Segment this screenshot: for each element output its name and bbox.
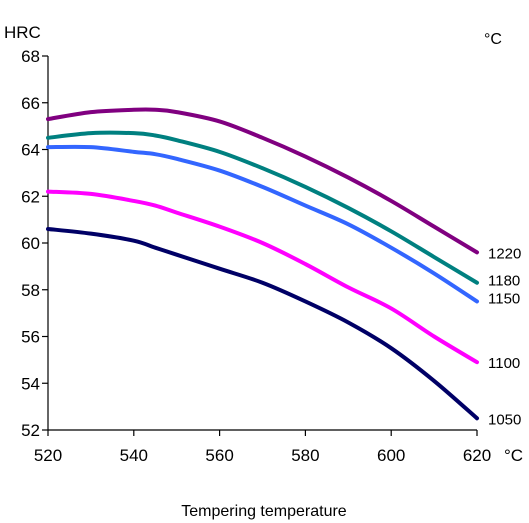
y-tick-label: 56 — [21, 328, 40, 347]
series-line-1150 — [46, 144, 479, 304]
series-label-1050: 1050 — [488, 411, 521, 428]
x-tick-label: 580 — [291, 446, 319, 465]
y-tick-label: 60 — [21, 234, 40, 253]
x-tick-label: 620 — [463, 446, 491, 465]
y-tick-label: 68 — [21, 47, 40, 66]
x-tick-label: 600 — [377, 446, 405, 465]
x-axis-title: Tempering temperature — [181, 503, 347, 520]
series-unit-label: °C — [484, 31, 502, 48]
axis-ticks: 52 54 56 58 60 62 64 66 68 520 540 560 580 600 620 — [21, 47, 491, 465]
y-axis-title: HRC — [4, 23, 41, 42]
series-line-1220 — [46, 107, 479, 255]
y-tick-label: 52 — [21, 421, 40, 440]
series-label-1100: 1100 — [488, 355, 520, 372]
y-tick-label: 66 — [21, 94, 40, 113]
x-tick-label: 540 — [120, 446, 148, 465]
y-tick-label: 64 — [21, 141, 40, 160]
y-tick-label: 54 — [21, 374, 40, 393]
series-line-1100 — [46, 189, 479, 365]
series-line-1050 — [46, 226, 479, 421]
series-label-1150: 1150 — [488, 290, 520, 307]
series-lines — [46, 107, 479, 421]
x-tick-label: 560 — [205, 446, 233, 465]
y-tick-label: 58 — [21, 281, 40, 300]
series-label-1180: 1180 — [488, 273, 520, 290]
x-tick-label: 520 — [34, 446, 62, 465]
series-label-1220: 1220 — [488, 245, 521, 262]
series-line-1180 — [46, 130, 479, 285]
y-tick-label: 62 — [21, 187, 40, 206]
x-axis-unit-label: °C — [504, 446, 523, 465]
